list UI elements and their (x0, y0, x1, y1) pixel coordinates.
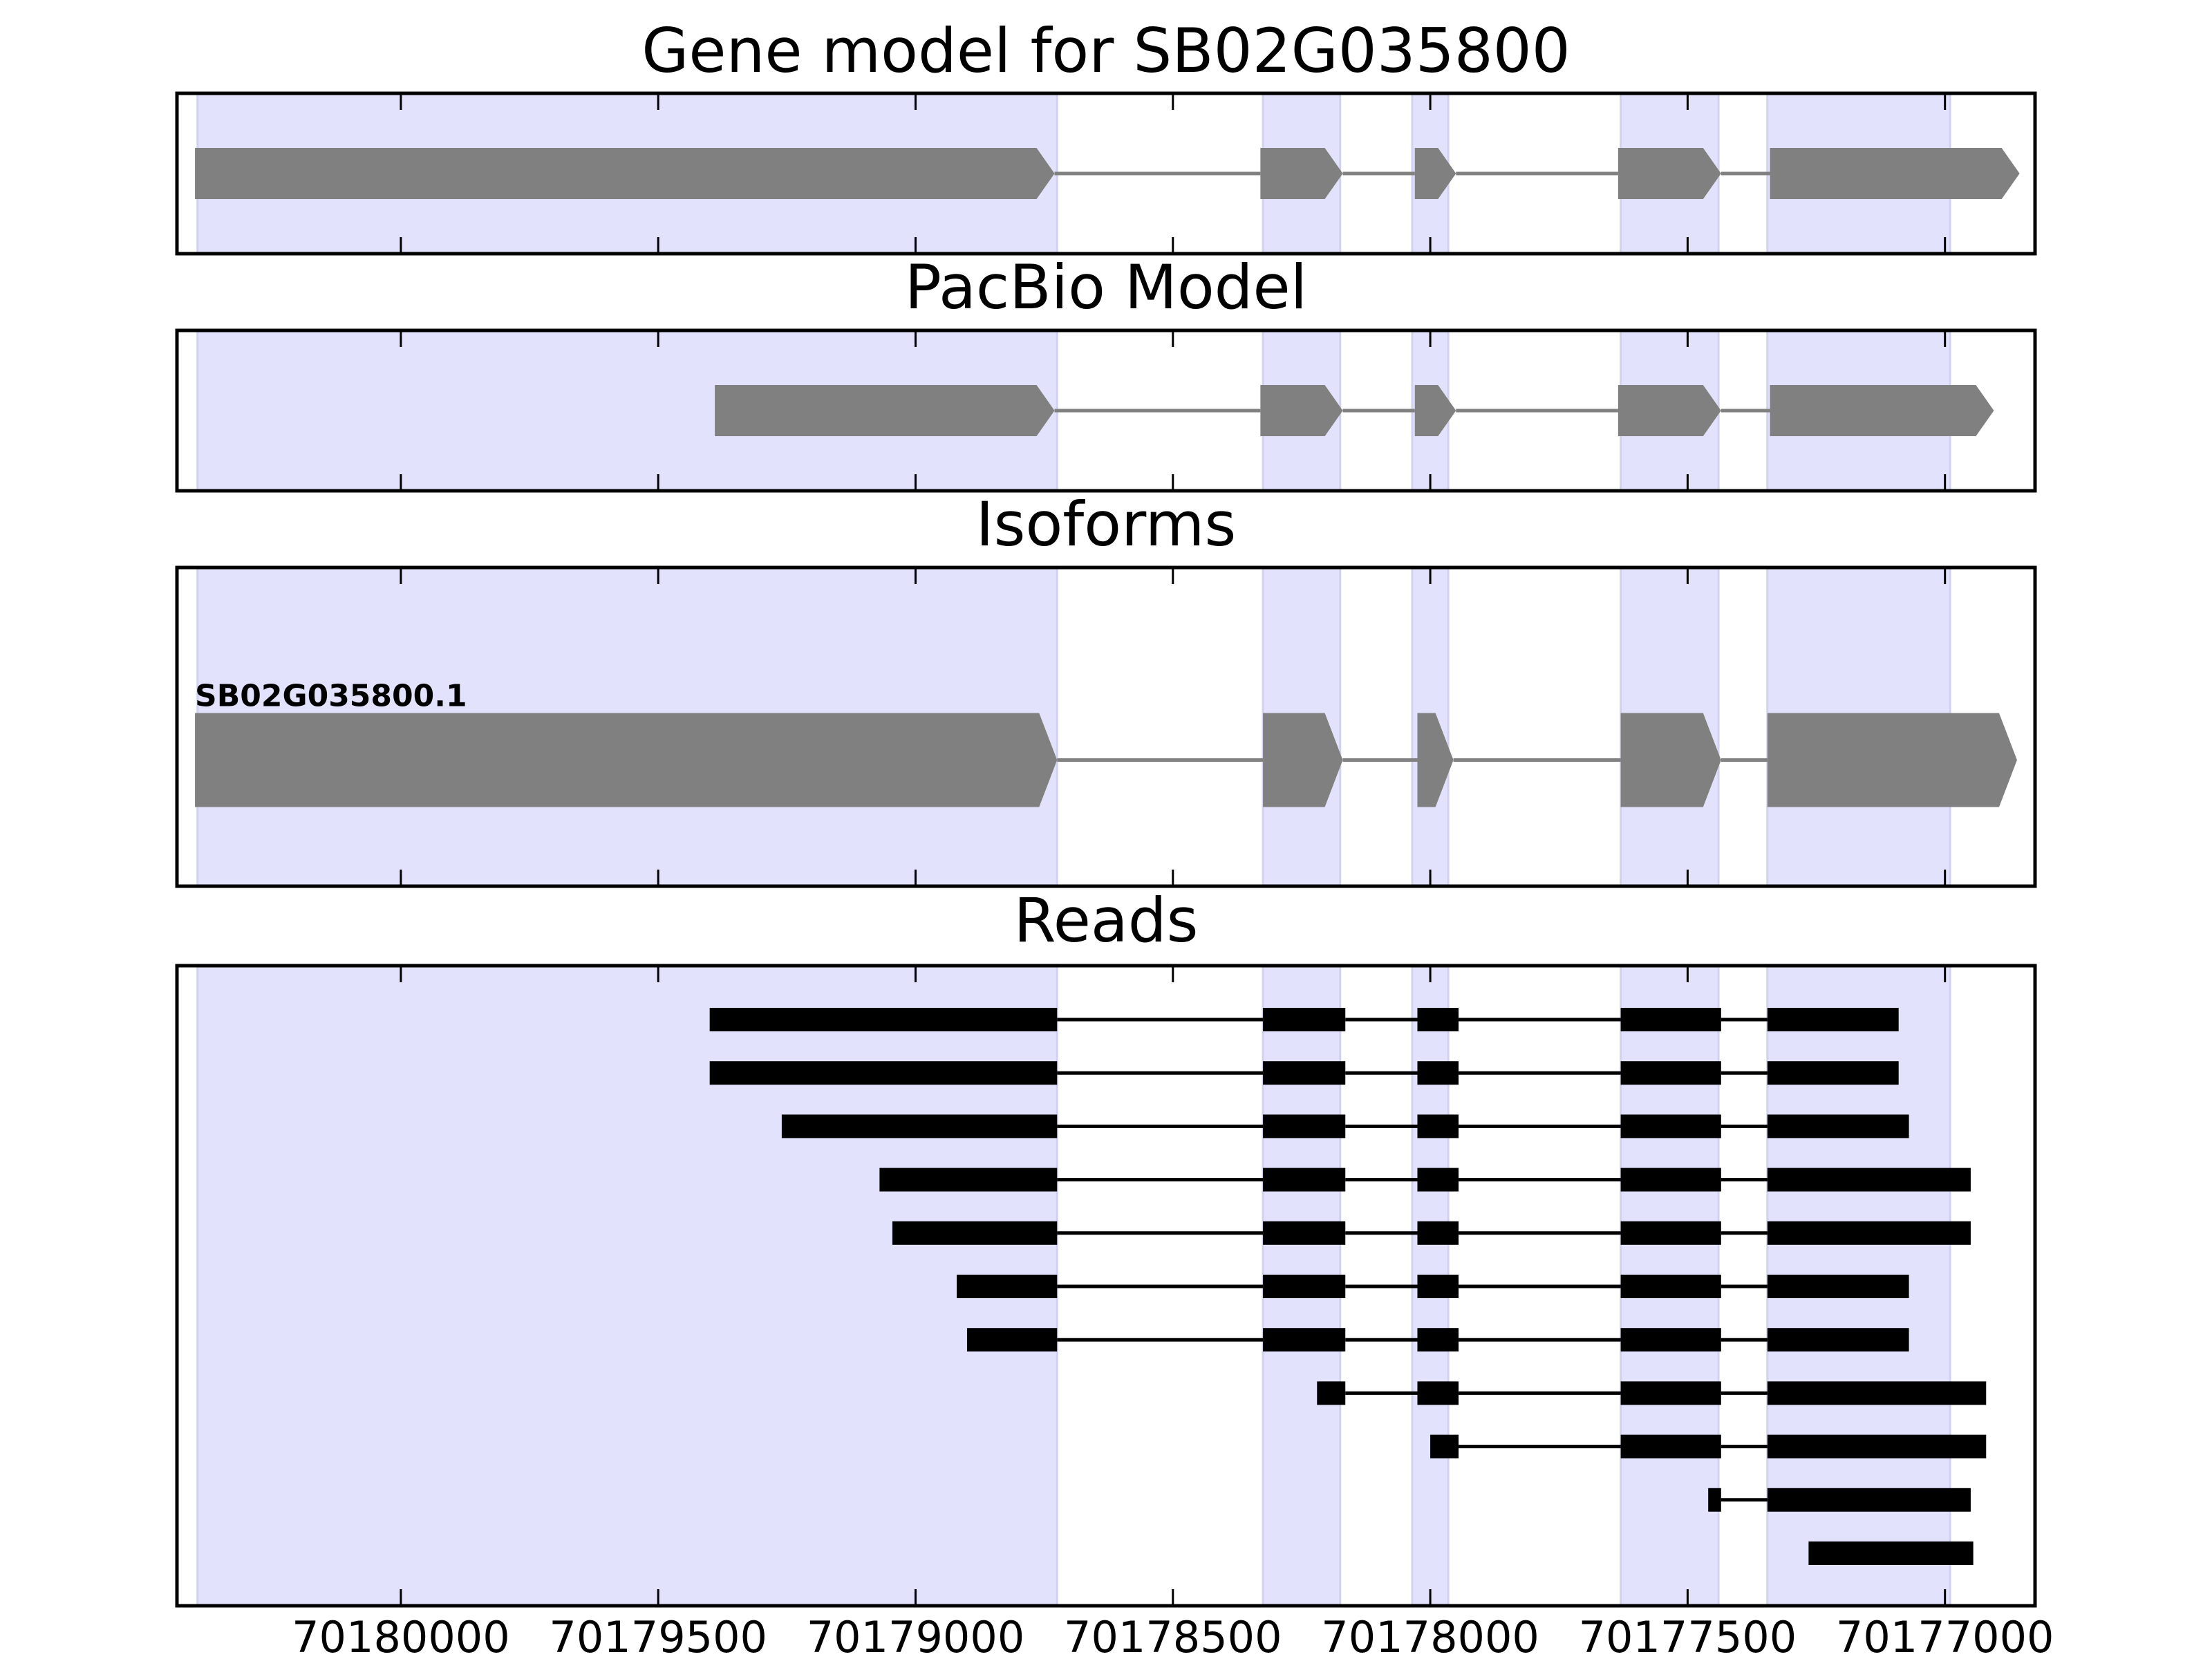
read-exon (966, 1328, 1058, 1352)
exon-arrow (1618, 148, 1721, 199)
read-exon (1620, 1114, 1721, 1138)
panel-isoforms: Isoforms SB02G035800.1 (175, 489, 2037, 888)
read-exon (709, 1008, 1058, 1031)
exon-arrow (1770, 385, 1994, 436)
read-exon (1808, 1541, 1974, 1565)
read-exon (1417, 1328, 1459, 1352)
x-tick-label: 70177000 (1836, 1612, 2054, 1659)
exon-arrow (1417, 713, 1454, 807)
read-exon (1417, 1168, 1459, 1192)
read-exon (1263, 1221, 1346, 1245)
panel-frame (175, 565, 2037, 888)
panel-pacbio-model: PacBio Model (175, 252, 2037, 493)
x-tick-label: 70180000 (292, 1612, 510, 1659)
read-exon (1767, 1434, 1987, 1459)
panel-title-gene-model: Gene model for SB02G035800 (641, 15, 1571, 86)
read-exon (1767, 1275, 1909, 1298)
exon-arrow (1767, 713, 2017, 807)
panel-frame (175, 91, 2037, 256)
read-exon (1767, 1168, 1971, 1192)
read-exon (1767, 1328, 1909, 1352)
read-exon (892, 1221, 1058, 1245)
exon-arrow (195, 148, 1055, 199)
read-exon (1263, 1168, 1346, 1192)
x-tick-label: 70177500 (1579, 1612, 1797, 1659)
read-exon (1417, 1008, 1459, 1031)
read-exon (1620, 1221, 1721, 1245)
exon-arrow (1770, 148, 2020, 199)
panel-gene-model: Gene model for SB02G035800 (175, 15, 2037, 256)
read-exon (1263, 1061, 1346, 1085)
x-tick-label: 70178000 (1321, 1612, 1539, 1659)
read-exon (1620, 1328, 1721, 1352)
read-exon (1417, 1381, 1459, 1405)
read-exon (1767, 1221, 1971, 1245)
panel-frame (175, 964, 2037, 1608)
read-exon (1620, 1168, 1721, 1192)
exon-arrow (1260, 148, 1343, 199)
x-axis: 70180000 70179500 70179000 70178500 70178000… (292, 1612, 2054, 1659)
panel-title-pacbio-model: PacBio Model (905, 252, 1307, 323)
read-exon (1767, 1381, 1987, 1405)
read-exon (1620, 1434, 1721, 1459)
read-exon (781, 1114, 1058, 1138)
read-exon (879, 1168, 1058, 1192)
read-exon (1767, 1114, 1909, 1138)
read-exon (1767, 1008, 1899, 1031)
read-exon (1708, 1488, 1721, 1512)
read-exon (957, 1275, 1058, 1298)
panel-frame (175, 328, 2037, 493)
gene-model-track (175, 91, 2037, 256)
read-exon (1620, 1381, 1721, 1405)
read-exon (1417, 1221, 1459, 1245)
read-exon (1767, 1061, 1899, 1085)
isoform-label: SB02G035800.1 (195, 679, 467, 714)
exon-arrow (195, 713, 1058, 807)
read-exon (1417, 1114, 1459, 1138)
read-exon (1430, 1434, 1459, 1459)
exon-arrow (1414, 385, 1456, 436)
isoforms-track: SB02G035800.1 (175, 565, 2037, 888)
read-exon (1620, 1275, 1721, 1298)
read-exon (1620, 1008, 1721, 1031)
x-tick-label: 70179500 (549, 1612, 767, 1659)
panel-reads: Reads (175, 885, 2037, 1608)
exon-arrow (1618, 385, 1721, 436)
exon-arrow (1620, 713, 1721, 807)
exon-arrow (715, 385, 1055, 436)
read-exon (1767, 1488, 1971, 1512)
read-exon (1263, 1008, 1346, 1031)
read-exon (709, 1061, 1058, 1085)
read-exon (1263, 1114, 1346, 1138)
panel-title-reads: Reads (1014, 885, 1199, 956)
read-exon (1620, 1061, 1721, 1085)
x-tick-label: 70179000 (807, 1612, 1025, 1659)
exon-arrow (1263, 713, 1343, 807)
read-exon (1417, 1061, 1459, 1085)
pacbio-model-track (175, 328, 2037, 493)
exon-arrow (1414, 148, 1456, 199)
panel-title-isoforms: Isoforms (976, 489, 1237, 560)
read-exon (1317, 1381, 1346, 1405)
reads-track (175, 964, 2037, 1608)
x-tick-label: 70178500 (1064, 1612, 1282, 1659)
exon-arrow (1260, 385, 1343, 436)
read-exon (1417, 1275, 1459, 1298)
read-exon (1263, 1275, 1346, 1298)
read-exon (1263, 1328, 1346, 1352)
